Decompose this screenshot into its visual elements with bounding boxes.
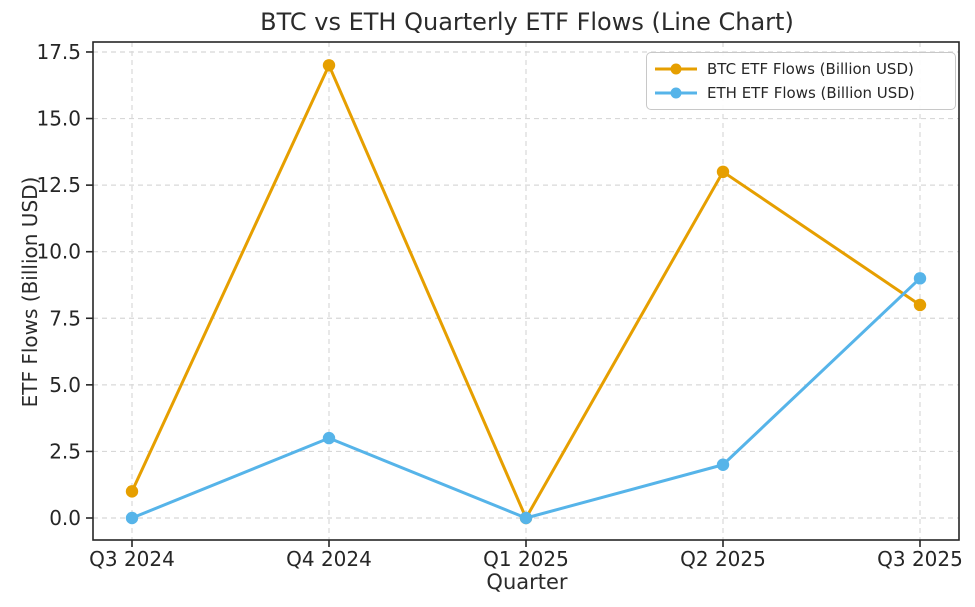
btc-marker <box>322 59 336 72</box>
y-tick-label: 2.5 <box>49 439 81 463</box>
y-tick-label: 17.5 <box>36 40 81 64</box>
eth-marker <box>322 431 336 445</box>
btc-line-swatch <box>655 63 697 75</box>
legend: BTC ETF Flows (Billion USD) ETH ETF Flow… <box>646 52 956 110</box>
y-tick-label: 15.0 <box>36 107 81 131</box>
legend-item-btc: BTC ETF Flows (Billion USD) <box>653 60 949 78</box>
legend-swatch-marker <box>670 87 682 99</box>
x-tick-label: Q2 2025 <box>680 547 766 571</box>
x-tick-label: Q4 2024 <box>286 547 372 571</box>
y-tick-label: 12.5 <box>36 173 81 197</box>
x-tick-label: Q1 2025 <box>483 547 569 571</box>
eth-marker <box>913 272 927 285</box>
btc-marker <box>913 298 927 312</box>
x-tick-label: Q3 2024 <box>89 547 175 571</box>
y-tick-label: 7.5 <box>49 306 81 330</box>
chart-title: BTC vs ETH Quarterly ETF Flows (Line Cha… <box>260 8 794 36</box>
legend-label-eth: ETH ETF Flows (Billion USD) <box>707 84 915 102</box>
legend-swatch-marker <box>670 63 682 75</box>
x-axis-title: Quarter <box>486 570 568 594</box>
eth-line-swatch <box>655 87 697 99</box>
y-tick-label: 0.0 <box>49 506 81 530</box>
eth-marker <box>716 458 730 471</box>
x-tick-label: Q3 2025 <box>877 547 963 571</box>
eth-marker <box>519 511 533 525</box>
legend-label-btc: BTC ETF Flows (Billion USD) <box>707 60 914 78</box>
eth-marker <box>125 511 139 525</box>
btc-marker <box>716 165 730 179</box>
y-tick-label: 10.0 <box>36 240 81 264</box>
btc-marker <box>125 485 139 498</box>
legend-item-eth: ETH ETF Flows (Billion USD) <box>653 84 949 102</box>
y-tick-label: 5.0 <box>49 373 81 397</box>
